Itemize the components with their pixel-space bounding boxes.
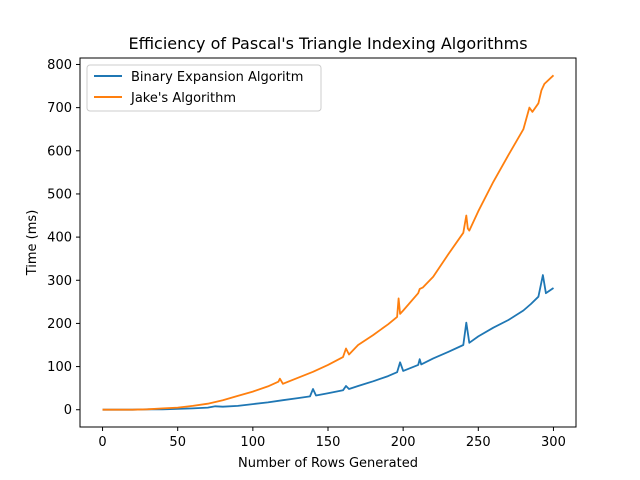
- y-tick-label: 500: [47, 187, 72, 202]
- x-tick-label: 50: [169, 435, 186, 450]
- y-tick-label: 700: [47, 101, 72, 116]
- x-tick-label: 100: [240, 435, 265, 450]
- chart-title: Efficiency of Pascal's Triangle Indexing…: [128, 34, 527, 53]
- plot-area: [102, 74, 555, 411]
- legend-label-jake: Jake's Algorithm: [130, 91, 236, 106]
- x-tick-label: 200: [391, 435, 416, 450]
- y-tick-label: 0: [64, 403, 72, 418]
- legend: Binary Expansion Algoritm Jake's Algorit…: [86, 64, 322, 112]
- series-line-1: [102, 74, 555, 411]
- axes: 0 50 100 150 200 250 300 0 100 200 300 400 500 600 700…: [47, 57, 577, 450]
- y-tick-label: 400: [47, 231, 72, 246]
- legend-box: [86, 64, 322, 112]
- y-tick-label: 600: [47, 144, 72, 159]
- x-tick-label: 300: [541, 435, 566, 450]
- x-tick-label: 0: [98, 435, 106, 450]
- y-tick-label: 300: [47, 274, 72, 289]
- legend-label-binary: Binary Expansion Algoritm: [131, 70, 303, 85]
- x-tick-label: 250: [466, 435, 491, 450]
- plot-frame: [79, 57, 577, 428]
- x-axis-label: Number of Rows Generated: [238, 456, 418, 471]
- y-tick-label: 100: [47, 360, 72, 375]
- x-tick-label: 150: [316, 435, 341, 450]
- y-tick-label: 800: [47, 58, 72, 73]
- y-tick-label: 200: [47, 317, 72, 332]
- y-axis-label: Time (ms): [25, 210, 40, 277]
- series-line-0: [102, 274, 555, 411]
